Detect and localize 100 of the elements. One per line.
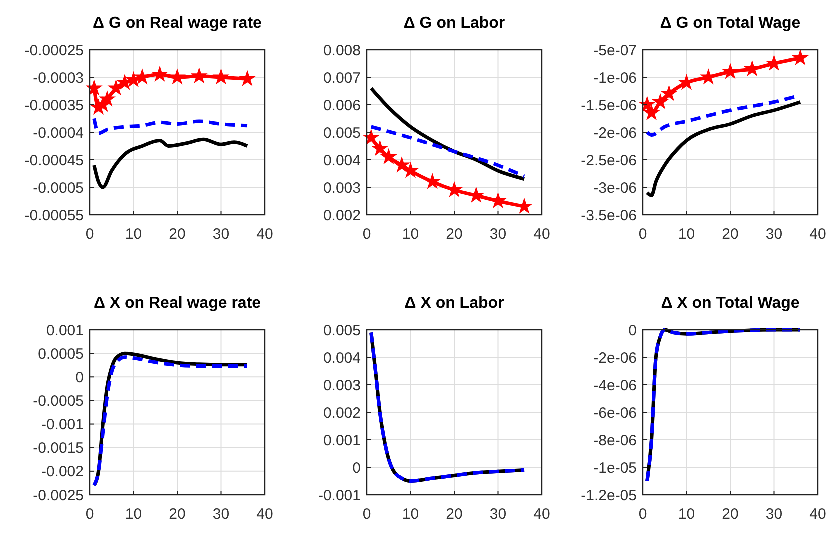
y-tick-label: -6e-06 [594, 404, 637, 422]
y-tick-label: -0.00055 [24, 207, 84, 224]
point [744, 61, 760, 76]
chart-title: Δ X on Total Wage [661, 295, 800, 312]
x-tick-label: 10 [402, 226, 420, 243]
y-tick-label: -0.002 [41, 464, 84, 481]
y-tick-label: -2e-06 [594, 124, 637, 142]
y-tick-label: -1.5e-06 [581, 97, 637, 114]
point [214, 70, 229, 84]
y-tick-label: 0.002 [323, 207, 361, 224]
point [653, 94, 668, 109]
x-tick-label: 20 [446, 226, 463, 243]
y-tick-label: -2e-06 [594, 350, 637, 367]
y-tick-label: 0 [76, 369, 84, 386]
x-tick-label: 10 [678, 226, 696, 243]
y-tick-label: -3.5e-06 [581, 207, 637, 224]
y-tick-label: 0.005 [323, 322, 361, 340]
line-series [370, 331, 526, 483]
x-tick-label: 30 [490, 226, 507, 243]
x-tick-label: 40 [810, 226, 826, 243]
point [100, 92, 115, 106]
point [793, 50, 808, 65]
point [364, 130, 379, 144]
y-tick-label: -0.0004 [33, 124, 84, 142]
x-tick-label: 0 [86, 226, 94, 243]
x-tick-label: 20 [722, 226, 739, 243]
x-tick-label: 40 [810, 506, 826, 523]
y-tick-label: 0 [352, 460, 361, 477]
y-tick-label: 0 [628, 322, 637, 340]
y-tick-label: -0.001 [318, 487, 361, 504]
x-tick-label: 20 [169, 226, 186, 243]
y-tick-label: 0.006 [323, 97, 361, 114]
x-tick-label: 30 [766, 506, 783, 523]
y-tick-label: -5e-07 [594, 42, 637, 60]
y-tick-label: 0.005 [323, 124, 361, 142]
line-series [92, 117, 250, 136]
x-tick-label: 20 [446, 506, 463, 523]
point [86, 80, 102, 95]
y-tick-label: 0.001 [323, 432, 361, 450]
x-tick-label: 10 [678, 506, 696, 523]
y-tick-label: -0.0025 [33, 487, 84, 504]
y-tick-label: 0.002 [323, 404, 361, 422]
x-tick-label: 0 [638, 506, 648, 523]
line-series [370, 125, 526, 178]
y-tick-label: 0.004 [323, 350, 361, 367]
x-tick-label: 0 [362, 226, 372, 243]
point [425, 174, 440, 188]
point [240, 71, 255, 86]
chart-title: Δ G on Total Wage [660, 15, 801, 32]
x-tick-label: 30 [766, 226, 783, 243]
point [152, 66, 168, 82]
point [662, 86, 677, 100]
point [644, 105, 660, 120]
y-tick-label: -0.00025 [24, 42, 84, 60]
x-tick-label: 0 [638, 226, 648, 243]
point [447, 182, 462, 197]
x-tick-label: 30 [212, 506, 230, 523]
chart-title: Δ G on Labor [404, 15, 506, 32]
y-tick-label: 0.003 [323, 180, 361, 197]
x-tick-label: 20 [169, 506, 186, 523]
y-tick-label: -1e-06 [594, 70, 637, 87]
y-tick-label: -8e-06 [594, 432, 637, 450]
y-tick-label: -0.00035 [24, 97, 84, 114]
y-tick-label: 0.008 [323, 42, 361, 60]
y-tick-label: 0.007 [323, 70, 361, 87]
point [381, 149, 396, 164]
x-tick-label: 40 [256, 506, 274, 523]
x-tick-label: 10 [125, 506, 142, 523]
x-tick-label: 30 [490, 506, 507, 523]
chart-title: Δ X on Real wage rate [94, 295, 262, 312]
chart-title: Δ G on Real wage rate [93, 15, 262, 32]
point [192, 68, 207, 83]
x-tick-label: 40 [534, 506, 550, 523]
y-tick-label: 0.003 [323, 377, 361, 394]
y-tick-label: 0.0005 [38, 346, 84, 363]
y-tick-label: -0.001 [41, 416, 84, 434]
point [372, 141, 388, 156]
line-series [646, 328, 802, 483]
x-tick-label: 0 [362, 506, 372, 523]
point [517, 198, 532, 214]
x-tick-label: 0 [86, 506, 94, 523]
y-tick-label: -3e-06 [594, 180, 637, 197]
y-tick-label: -0.0003 [33, 70, 84, 87]
line-series [646, 95, 798, 137]
y-tick-label: -0.0005 [33, 180, 84, 197]
x-tick-label: 10 [402, 506, 420, 523]
line-series [646, 100, 802, 198]
x-tick-label: 10 [125, 226, 142, 243]
y-tick-label: -1.2e-05 [581, 487, 637, 504]
y-tick-label: -0.0015 [33, 440, 84, 458]
x-tick-label: 40 [256, 226, 274, 243]
y-tick-label: 0.001 [46, 322, 84, 340]
point [394, 158, 410, 172]
chart-title: Δ X on Labor [404, 295, 504, 312]
y-tick-label: -1e-05 [594, 460, 637, 477]
point [118, 75, 132, 90]
y-tick-label: -2.5e-06 [581, 152, 637, 170]
point [170, 70, 185, 84]
y-tick-label: -0.00045 [24, 152, 84, 170]
x-tick-label: 30 [212, 226, 230, 243]
